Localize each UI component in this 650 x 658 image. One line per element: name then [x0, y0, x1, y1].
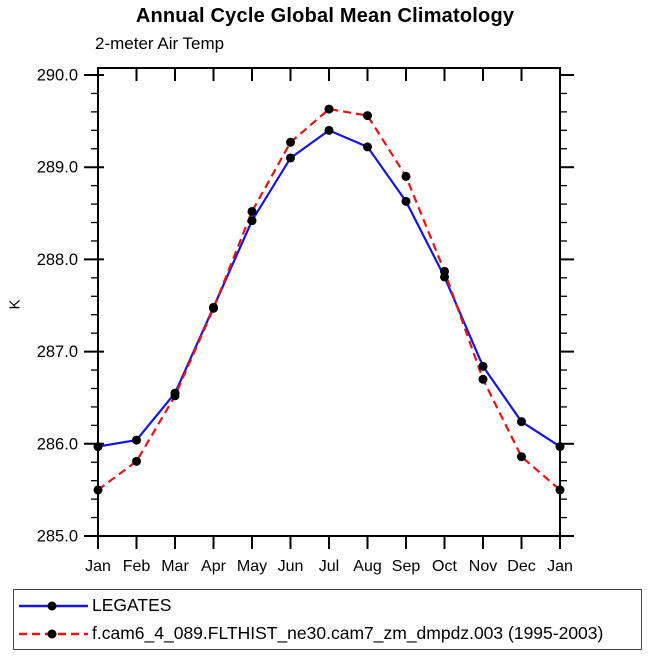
data-point-marker	[93, 485, 103, 495]
data-point-marker	[363, 111, 372, 121]
y-tick-label: 288.0	[37, 251, 78, 269]
legend: LEGATES f.cam6_4_089.FLTHIST_ne30.cam7_z…	[13, 589, 642, 650]
y-tick-label: 287.0	[37, 343, 78, 361]
data-point-marker	[555, 485, 565, 495]
data-point-marker	[324, 104, 334, 114]
x-tick-label: Jun	[278, 558, 304, 575]
chart-title: Annual Cycle Global Mean Climatology	[135, 5, 515, 27]
data-point-marker	[209, 303, 218, 313]
x-tick-label: Jul	[319, 558, 339, 575]
legend-label-legates: LEGATES	[92, 594, 172, 615]
legend-row-legates: LEGATES	[14, 593, 641, 619]
line-chart-plot-area: Jan Feb Mar Apr May Jun Jul Aug Sep Oct Nov Dec Jan 2…	[37, 67, 574, 575]
x-tick-label: Nov	[469, 558, 497, 575]
chart-subtitle: 2-meter Air Temp	[95, 34, 225, 53]
data-point-marker	[555, 442, 565, 452]
data-point-marker	[517, 452, 526, 462]
plot-box	[97, 67, 561, 537]
x-tick-label: Apr	[201, 558, 227, 575]
data-point-marker	[401, 196, 411, 206]
data-point-marker	[286, 137, 295, 147]
data-point-marker	[247, 216, 257, 226]
y-tick-label: 290.0	[37, 67, 78, 85]
legend-line-sample-solid	[19, 601, 88, 610]
x-tick-label: Jan	[85, 558, 111, 575]
y-tick-label: 285.0	[37, 528, 78, 546]
x-tick-label: Aug	[353, 558, 381, 575]
data-point-marker	[93, 442, 103, 452]
data-point-marker	[247, 206, 257, 216]
x-tick-label: Dec	[507, 558, 535, 575]
data-point-marker	[132, 435, 141, 445]
data-point-marker	[132, 456, 141, 466]
data-point-marker	[286, 153, 295, 163]
x-tick-label: Feb	[123, 558, 151, 575]
series-line-0	[97, 129, 561, 448]
data-point-marker	[324, 125, 334, 135]
y-tick-label: 286.0	[37, 435, 78, 453]
x-tick-label: Mar	[161, 558, 189, 575]
legend-label-model-run: f.cam6_4_089.FLTHIST_ne30.cam7_zm_dmpdz.…	[92, 622, 604, 643]
x-tick-label: Oct	[432, 558, 457, 575]
x-tick-label: Jan	[547, 558, 573, 575]
legend-line-sample-dashed	[19, 629, 88, 638]
x-tick-label: Sep	[392, 558, 421, 575]
data-point-marker	[170, 391, 180, 401]
data-point-marker	[440, 266, 449, 276]
data-point-marker	[401, 171, 411, 181]
x-tick-label: May	[237, 558, 267, 575]
data-point-marker	[363, 142, 372, 152]
series-line-1	[97, 107, 561, 491]
legend-row-model: f.cam6_4_089.FLTHIST_ne30.cam7_zm_dmpdz.…	[14, 621, 641, 647]
data-point-marker	[478, 361, 488, 371]
data-point-marker	[517, 417, 526, 427]
data-point-marker	[478, 374, 488, 384]
y-tick-label: 289.0	[37, 159, 78, 177]
